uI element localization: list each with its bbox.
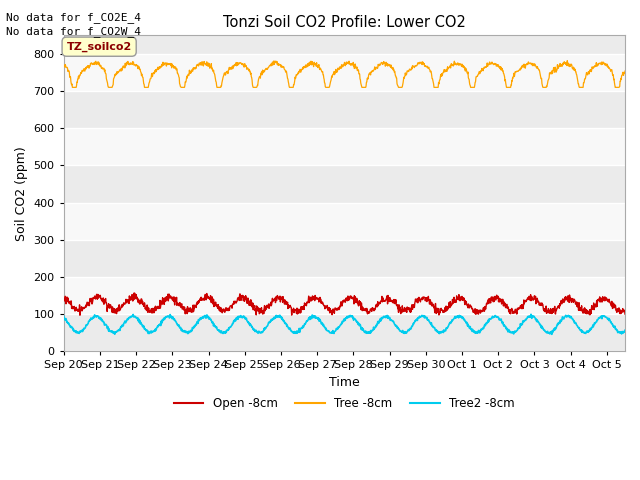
Tree -8cm xyxy=(60,63,68,69)
Tree -8cm xyxy=(563,58,571,63)
Text: No data for f_CO2E_4: No data for f_CO2E_4 xyxy=(6,12,141,23)
Tree -8cm xyxy=(222,70,230,75)
Bar xyxy=(64,203,625,240)
Tree -8cm xyxy=(161,61,169,67)
Legend: Open -8cm, Tree -8cm, Tree2 -8cm: Open -8cm, Tree -8cm, Tree2 -8cm xyxy=(169,392,520,415)
Line: Tree2 -8cm: Tree2 -8cm xyxy=(64,314,625,335)
Tree2 -8cm xyxy=(527,312,535,317)
Tree2 -8cm xyxy=(222,328,230,334)
Title: Tonzi Soil CO2 Profile: Lower CO2: Tonzi Soil CO2 Profile: Lower CO2 xyxy=(223,15,466,30)
Open -8cm xyxy=(273,293,281,299)
Tree2 -8cm xyxy=(621,327,629,333)
Bar xyxy=(64,91,625,128)
Tree2 -8cm xyxy=(547,329,555,335)
Text: TZ_soilco2: TZ_soilco2 xyxy=(67,42,132,52)
Open -8cm xyxy=(172,297,180,303)
Tree2 -8cm xyxy=(60,313,68,319)
Tree -8cm xyxy=(547,69,555,75)
Line: Open -8cm: Open -8cm xyxy=(64,293,625,315)
Open -8cm xyxy=(485,296,493,301)
Line: Tree -8cm: Tree -8cm xyxy=(64,60,625,87)
Tree2 -8cm xyxy=(548,332,556,337)
Open -8cm xyxy=(223,307,230,313)
Tree2 -8cm xyxy=(484,317,492,323)
Bar xyxy=(64,166,625,203)
Tree2 -8cm xyxy=(161,317,168,323)
Open -8cm xyxy=(548,308,556,313)
Bar xyxy=(64,314,625,351)
Open -8cm xyxy=(621,311,629,317)
Bar xyxy=(64,54,625,91)
X-axis label: Time: Time xyxy=(329,376,360,389)
Tree -8cm xyxy=(172,64,179,70)
Tree -8cm xyxy=(621,68,629,74)
Open -8cm xyxy=(130,290,138,296)
Bar xyxy=(64,277,625,314)
Tree -8cm xyxy=(68,84,76,90)
Text: No data for f_CO2W_4: No data for f_CO2W_4 xyxy=(6,26,141,37)
Bar xyxy=(64,240,625,277)
Tree -8cm xyxy=(485,61,493,67)
Tree -8cm xyxy=(273,59,281,64)
Open -8cm xyxy=(161,296,169,302)
Bar xyxy=(64,128,625,166)
Tree2 -8cm xyxy=(172,318,179,324)
Y-axis label: Soil CO2 (ppm): Soil CO2 (ppm) xyxy=(15,146,28,240)
Tree2 -8cm xyxy=(273,312,280,318)
Open -8cm xyxy=(60,298,68,303)
Open -8cm xyxy=(76,312,84,318)
